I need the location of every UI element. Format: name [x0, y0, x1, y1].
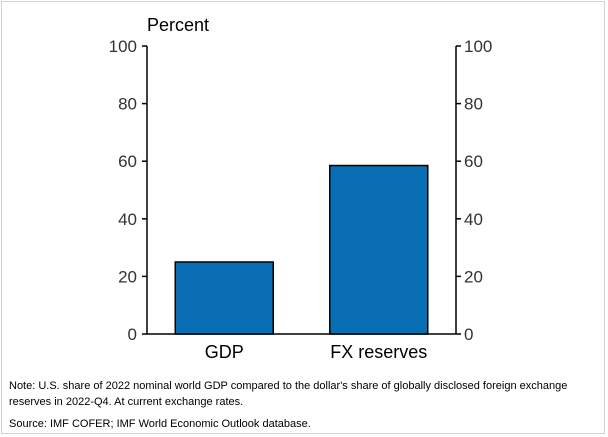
chart-note: Note: U.S. share of 2022 nominal world G… — [9, 380, 568, 408]
y-tick-right-label: 0 — [464, 325, 473, 344]
y-tick-left-label: 0 — [128, 325, 137, 344]
y-tick-right-label: 20 — [464, 267, 483, 286]
bar-chart: Percent 0 20 40 60 80 100 0 20 40 60 80 100 GDP FX … — [109, 15, 493, 362]
chart-source: Source: IMF COFER; IMF World Economic Ou… — [9, 418, 311, 430]
y-axis-label: Percent — [147, 15, 209, 35]
bars — [174, 164, 429, 335]
y-tick-right-label: 80 — [464, 95, 483, 114]
x-tick-label: FX reserves — [330, 342, 427, 362]
y-tick-left-label: 40 — [118, 210, 137, 229]
bar-fx-reserves — [329, 164, 429, 335]
y-tick-left-label: 80 — [118, 95, 137, 114]
y-tick-left-label: 20 — [118, 267, 137, 286]
y-tick-left-label: 100 — [109, 37, 137, 56]
bar-gdp — [174, 261, 274, 335]
y-tick-right-label: 40 — [464, 210, 483, 229]
chart-container: Percent 0 20 40 60 80 100 0 20 40 60 80 100 GDP FX … — [109, 15, 493, 362]
y-ticks-left: 0 20 40 60 80 100 — [109, 37, 147, 344]
y-tick-right-label: 60 — [464, 152, 483, 171]
x-tick-labels: GDP FX reserves — [205, 342, 428, 362]
y-ticks-right: 0 20 40 60 80 100 — [456, 37, 492, 344]
y-tick-right-label: 100 — [464, 37, 492, 56]
y-tick-left-label: 60 — [118, 152, 137, 171]
x-tick-label: GDP — [205, 342, 244, 362]
